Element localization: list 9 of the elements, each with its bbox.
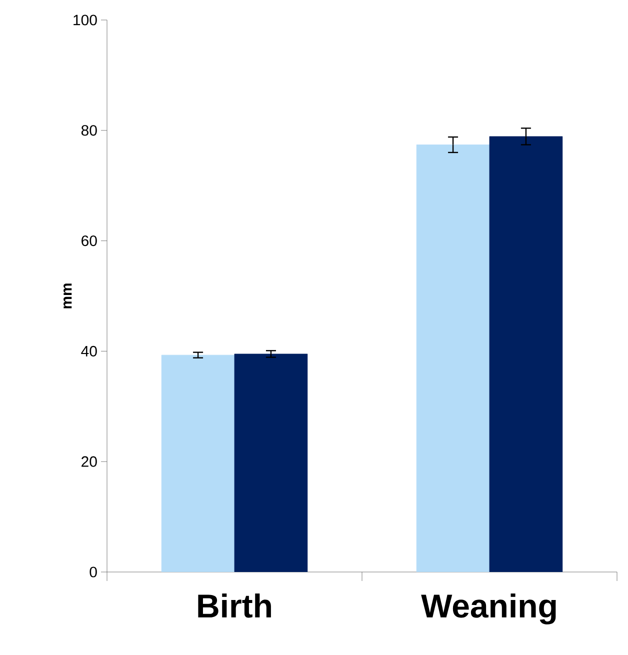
y-tick-label: 20 (82, 456, 97, 467)
x-tick-label: Weaning (421, 594, 556, 624)
x-tick-label: Birth (198, 594, 271, 618)
y-tick-label: 100 (74, 14, 97, 26)
y-tick-label: 40 (81, 346, 97, 357)
y-tick-label: 60 (82, 235, 97, 246)
y-tick-label: 0 (90, 566, 97, 578)
y-tick-label: 80 (81, 125, 97, 136)
y-axis-title: mm (64, 284, 72, 308)
